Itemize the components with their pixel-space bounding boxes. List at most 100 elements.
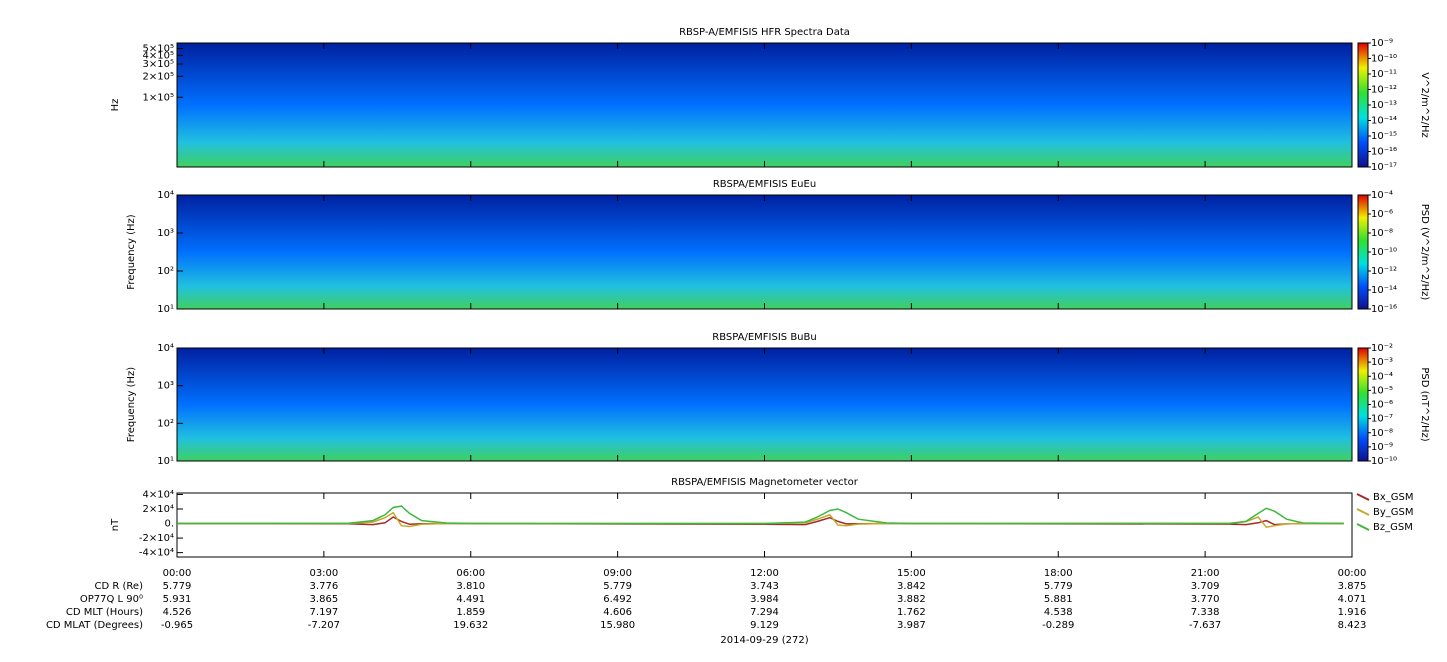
y-tick-label: 10²	[157, 266, 174, 277]
colorbar-tick-label: 10⁻³	[1371, 357, 1393, 368]
ephemeris-value: 3.987	[897, 620, 926, 631]
y-tick-label: 0.	[164, 519, 174, 530]
series-line	[176, 511, 1344, 529]
ephemeris-value: 5.931	[163, 594, 192, 605]
colorbar-tick-label: 10⁻⁸	[1371, 428, 1393, 439]
ephemeris-value: 4.538	[1044, 607, 1073, 618]
legend-swatch	[1356, 523, 1370, 531]
ephemeris-value: -0.289	[1042, 620, 1074, 631]
ephemeris-value: 1.859	[456, 607, 485, 618]
ephemeris-value: -7.207	[308, 620, 340, 631]
legend-label: Bz_GSM	[1373, 522, 1413, 533]
y-tick-label: 10²	[157, 418, 174, 429]
ephemeris-label: CD MLAT (Degrees)	[46, 620, 143, 631]
ephemeris-value: 1.762	[897, 607, 926, 618]
ephemeris-label: CD MLT (Hours)	[66, 607, 143, 618]
ephemeris-value: 19.632	[453, 620, 488, 631]
ephemeris-value: 9.129	[750, 620, 779, 631]
ephemeris-value: 5.881	[1044, 594, 1073, 605]
ephemeris-value: 4.526	[163, 607, 192, 618]
spectrogram-image	[177, 43, 1352, 167]
y-tick-label: 10¹	[157, 304, 174, 315]
y-axis-label: Hz	[110, 99, 121, 112]
ephemeris-value: 15.980	[600, 620, 635, 631]
y-tick-label: 1×10⁵	[143, 92, 174, 103]
ephemeris-value: 7.294	[750, 607, 779, 618]
colorbar	[1357, 42, 1369, 168]
y-tick-label: -2×10⁴	[139, 533, 174, 544]
y-axis-label: nT	[110, 518, 121, 531]
panel-title: RBSPA/EMFISIS BuBu	[712, 332, 816, 343]
legend-swatch	[1356, 508, 1370, 516]
series-line	[176, 505, 1344, 525]
ephemeris-value: 8.423	[1338, 620, 1367, 631]
x-tick-label: 15:00	[897, 568, 926, 579]
ephemeris-value: 4.606	[603, 607, 632, 618]
colorbar-label: PSD (nT^2/Hz)	[1419, 367, 1430, 441]
colorbar-tick-label: 10⁻¹⁶	[1371, 304, 1397, 315]
colorbar-tick-label: 10⁻⁹	[1371, 38, 1393, 49]
ephemeris-value: 3.865	[310, 594, 339, 605]
spectrogram-image	[177, 195, 1352, 309]
colorbar-tick-label: 10⁻¹²	[1371, 85, 1397, 96]
panel-title: RBSPA/EMFISIS Magnetometer vector	[671, 477, 859, 488]
ephemeris-value: 5.779	[603, 581, 632, 592]
colorbar-label: V^2/m^2/Hz	[1419, 72, 1430, 138]
ephemeris-value: 3.882	[897, 594, 926, 605]
y-tick-label: 2×10⁵	[143, 71, 174, 82]
ephemeris-label: CD R (Re)	[95, 581, 144, 592]
legend-label: By_GSM	[1373, 507, 1414, 518]
y-tick-label: 10⁴	[157, 343, 174, 354]
legend-swatch	[1356, 493, 1370, 501]
ephemeris-value: -0.965	[161, 620, 193, 631]
spectrogram-image	[177, 348, 1352, 461]
x-tick-label: 03:00	[309, 568, 338, 579]
y-tick-label: 4×10⁵	[143, 50, 174, 61]
colorbar	[1357, 194, 1369, 310]
ephemeris-value: 7.338	[1191, 607, 1220, 618]
y-tick-label: 5×10⁵	[143, 44, 174, 55]
panel-title: RBSP-A/EMFISIS HFR Spectra Data	[679, 27, 850, 38]
colorbar-tick-label: 10⁻⁹	[1371, 442, 1393, 453]
x-tick-label: 09:00	[603, 568, 632, 579]
colorbar-tick-label: 10⁻¹³	[1371, 100, 1397, 111]
colorbar-tick-label: 10⁻¹⁴	[1371, 116, 1397, 127]
colorbar-tick-label: 10⁻⁶	[1371, 400, 1393, 411]
y-axis-label: Frequency (Hz)	[126, 214, 137, 290]
x-tick-label: 00:00	[1338, 568, 1367, 579]
colorbar-tick-label: 10⁻⁴	[1371, 371, 1393, 382]
colorbar-tick-label: 10⁻¹⁶	[1371, 147, 1397, 158]
ephemeris-value: 3.743	[750, 581, 779, 592]
ephemeris-value: 3.810	[456, 581, 485, 592]
colorbar	[1357, 347, 1369, 462]
y-tick-label: 10¹	[157, 456, 174, 467]
y-tick-label: 4×10⁴	[143, 489, 174, 500]
colorbar-tick-label: 10⁻¹⁵	[1371, 131, 1397, 142]
panel-title: RBSPA/EMFISIS EuEu	[713, 179, 816, 190]
ephemeris-value: 5.779	[1044, 581, 1073, 592]
x-tick-label: 00:00	[163, 568, 192, 579]
ephemeris-value: 4.071	[1338, 594, 1367, 605]
y-tick-label: 2×10⁴	[143, 504, 174, 515]
ephemeris-value: 3.709	[1191, 581, 1220, 592]
x-tick-label: 21:00	[1191, 568, 1220, 579]
x-axis-label: 2014-09-29 (272)	[720, 635, 808, 646]
colorbar-tick-label: 10⁻¹⁰	[1371, 456, 1397, 467]
colorbar-tick-label: 10⁻⁸	[1371, 228, 1393, 239]
colorbar-tick-label: 10⁻¹⁰	[1371, 247, 1397, 258]
y-axis-label: Frequency (Hz)	[126, 367, 137, 443]
y-tick-label: 3×10⁵	[143, 59, 174, 70]
ephemeris-value: 3.842	[897, 581, 926, 592]
colorbar-tick-label: 10⁻⁶	[1371, 209, 1393, 220]
colorbar-tick-label: 10⁻⁷	[1371, 414, 1393, 425]
colorbar-tick-label: 10⁻⁵	[1371, 385, 1393, 396]
colorbar-tick-label: 10⁻¹¹	[1371, 69, 1397, 80]
x-tick-label: 06:00	[456, 568, 485, 579]
ephemeris-value: 3.776	[310, 581, 339, 592]
y-tick-label: 10³	[157, 228, 174, 239]
y-tick-label: 10⁴	[157, 190, 174, 201]
ephemeris-value: 6.492	[603, 594, 632, 605]
ephemeris-value: -7.637	[1189, 620, 1221, 631]
y-tick-label: -4×10⁴	[139, 548, 174, 559]
